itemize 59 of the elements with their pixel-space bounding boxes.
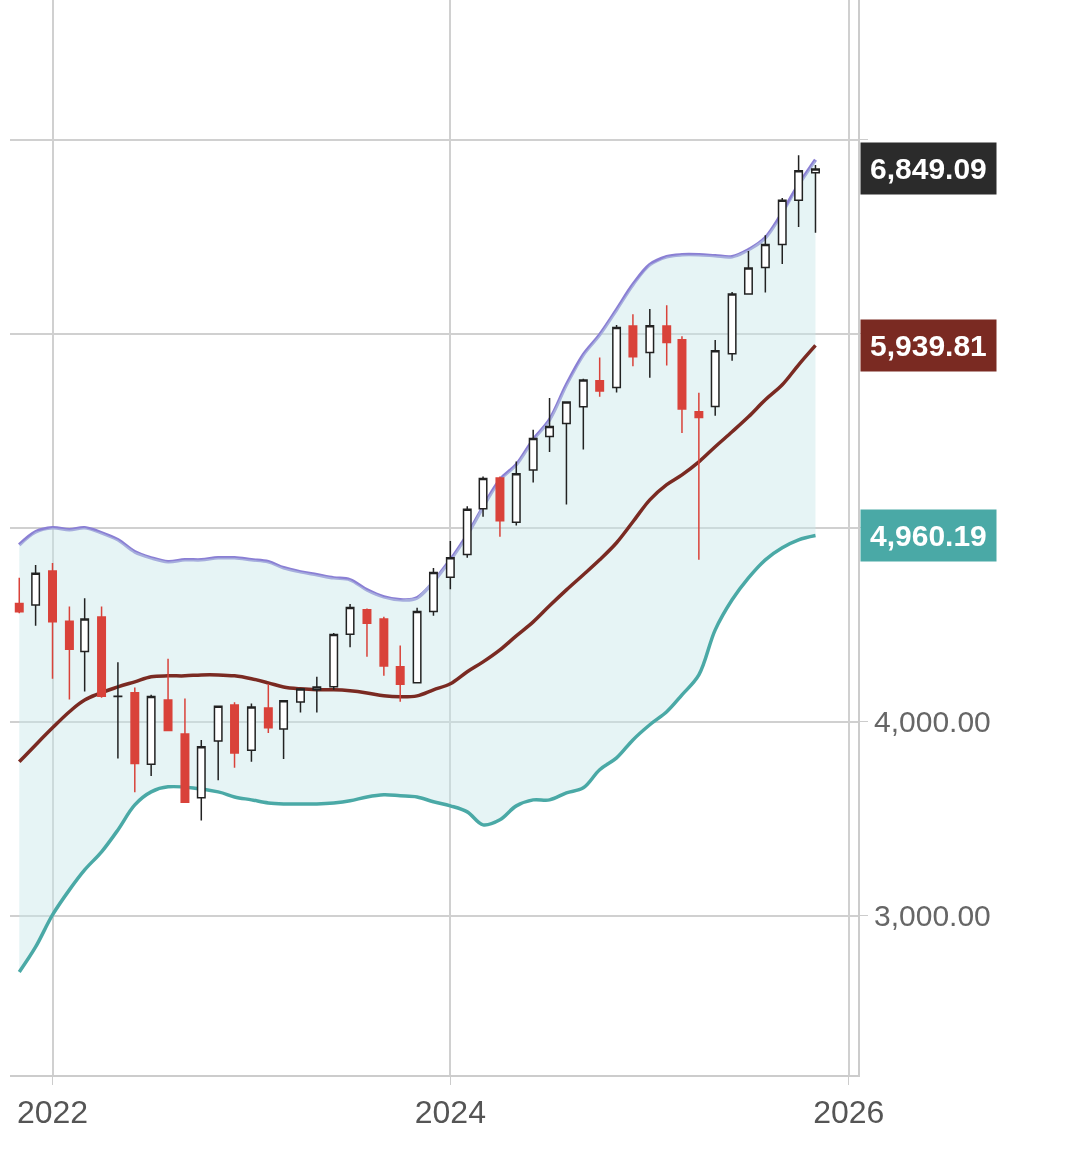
candlestick: [561, 400, 571, 506]
candlestick: [180, 697, 190, 804]
candlestick: [645, 308, 655, 379]
candlestick: [97, 605, 107, 699]
candlestick: [31, 564, 41, 627]
line-series: [17, 343, 818, 764]
candlestick: [578, 378, 588, 451]
x-tick-label: 2022: [16, 1094, 89, 1131]
candlestick: [760, 234, 770, 294]
candlestick: [295, 688, 305, 714]
candlestick: [163, 658, 173, 732]
candlestick: [478, 475, 488, 518]
y-tick-label: 3,000.00: [874, 899, 991, 933]
candlestick: [113, 661, 123, 760]
y-tick-label: 4,000.00: [874, 705, 991, 739]
candlestick: [80, 597, 90, 693]
annotation: 5,939.81: [870, 329, 987, 362]
candlestick: [279, 699, 289, 760]
candlestick: [710, 339, 720, 417]
candlestick: [64, 605, 74, 701]
candlestick: [694, 391, 704, 561]
candlestick: [595, 356, 605, 398]
candlestick: [395, 644, 405, 703]
annotation: 6,849.09: [870, 152, 987, 185]
candlestick: [246, 702, 256, 763]
candlestick: [312, 676, 322, 714]
candlestick: [130, 686, 140, 794]
candlestick: [545, 397, 555, 453]
candlestick: [677, 335, 687, 434]
x-tick-label: 2024: [414, 1094, 486, 1131]
candlestick: [196, 739, 206, 822]
candlestick: [628, 313, 638, 367]
candlestick: [329, 632, 339, 691]
candlestick: [727, 291, 737, 362]
candlestick: [146, 693, 156, 777]
annotation: 4,960.19: [870, 519, 987, 552]
candlestick: [14, 576, 24, 614]
candlestick: [462, 505, 472, 559]
candlestick: [263, 683, 273, 734]
candlestick: [362, 607, 372, 658]
candlestick: [345, 603, 355, 648]
candlestick: [811, 164, 820, 234]
candlestick: [230, 701, 240, 769]
candlestick: [528, 429, 538, 484]
candlestick: [495, 475, 505, 538]
candlestick: [794, 154, 804, 228]
candlestick: [428, 567, 438, 617]
candlestick: [612, 324, 622, 394]
candlestick: [412, 606, 422, 685]
line-series: [17, 533, 818, 974]
candlestick: [662, 304, 672, 367]
candlestick: [511, 460, 521, 527]
candlestick: [48, 562, 57, 680]
x-tick-label: 2026: [813, 1094, 885, 1131]
candlestick: [379, 616, 389, 677]
candlestick: [777, 197, 787, 265]
candlestick: [213, 705, 223, 781]
candlestick: [445, 540, 455, 591]
candlestick: [743, 250, 753, 296]
